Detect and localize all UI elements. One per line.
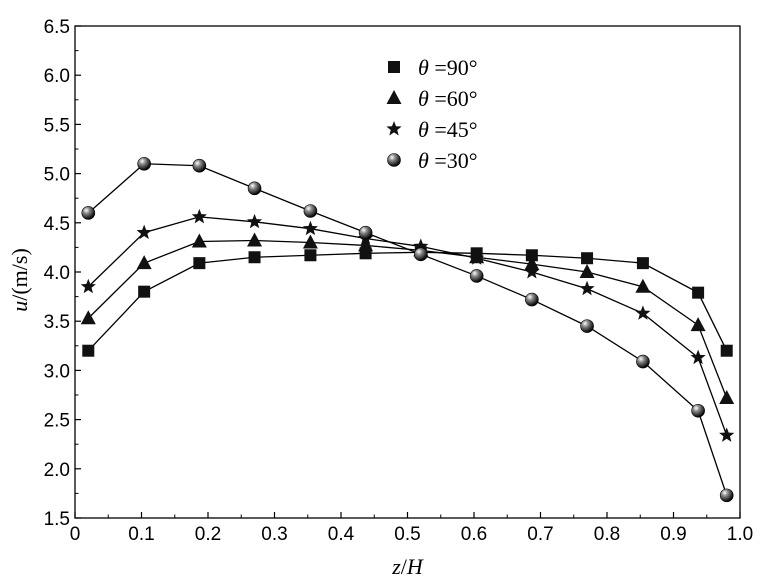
data-point-triangle [191,233,207,248]
legend-marker-triangle [386,90,402,104]
y-tick-label: 1.5 [44,509,70,530]
data-point-sphere [636,354,650,369]
y-tick-label: 6.0 [44,66,70,87]
y-axis-label: u/(m/s) [7,248,32,312]
data-point-square [525,249,538,262]
data-point-star [246,213,263,229]
legend-entry-label: θ =45° [418,117,478,142]
y-tick-label: 5.0 [44,165,70,186]
data-point-sphere [469,269,484,283]
data-point-sphere [719,488,734,503]
data-point-sphere [691,403,705,418]
legend-entry-label: θ =90° [418,55,478,80]
data-point-sphere [192,158,207,173]
data-point-sphere [358,225,373,240]
data-point-triangle [524,256,540,271]
x-axis-label: z/H [391,554,424,579]
x-tick-label: 0.5 [394,524,420,545]
data-point-star [524,264,540,279]
y-tick-label: 2.5 [44,411,70,432]
data-point-sphere [137,156,151,171]
x-tick-label: 1.0 [727,524,753,545]
series-line-triangle [87,239,728,399]
legend-entry-label: θ =30° [418,148,478,173]
series-lines [87,163,728,496]
axes: 0 0.1 0.2 0.3 0.4 0.5 0.6 0.7 0.8 0.9 1.0 1.5 2.0 2.5… [7,17,753,579]
legend-marker-sphere [387,153,401,167]
data-point-triangle [247,232,263,247]
plot-frame [74,25,741,519]
series-line-square [87,251,728,352]
data-point-triangle [579,264,595,278]
legend-entry-label: θ =60° [418,86,478,111]
data-point-triangle [690,317,706,332]
x-tick-label: 0.4 [328,524,355,545]
data-point-triangle [136,255,152,270]
x-tick-label: 0.2 [195,524,221,545]
data-point-star [413,238,429,253]
data-point-star [80,278,96,294]
y-tick-label: 3.0 [44,361,70,382]
data-point-square [304,249,317,262]
data-point-square [692,286,705,299]
data-point-sphere [247,181,262,196]
data-point-sphere [81,206,96,220]
data-point-sphere [413,247,428,262]
y-tick-label: 4.5 [44,214,70,235]
data-point-sphere [303,204,318,218]
x-tick-label: 0 [70,524,81,545]
data-point-triangle [80,310,96,325]
data-point-square [636,257,649,270]
data-point-square [581,252,594,265]
data-point-square [82,344,95,357]
data-point-square [193,257,206,270]
y-tick-label: 3.5 [44,312,70,333]
data-point-triangle [302,234,318,249]
data-point-star [690,349,706,365]
data-point-triangle [719,389,735,404]
data-point-star [635,305,651,320]
data-point-sphere [580,319,594,333]
legend-marker-star [386,121,402,136]
data-point-star [191,208,207,224]
y-tick-label: 2.0 [44,460,70,481]
legend: θ =90° θ =60° θ =45° θ =30° [386,55,478,173]
legend-marker-square [388,61,400,73]
data-point-star [719,427,735,442]
x-tick-label: 0.9 [660,524,686,545]
data-point-star [302,220,319,236]
data-point-star [579,280,595,296]
series-markers [80,156,735,503]
data-point-square [720,344,733,357]
series-line-sphere [87,163,728,496]
x-tick-label: 0.3 [261,524,287,545]
data-point-star [136,224,152,240]
y-tick-label: 6.5 [44,17,70,38]
data-point-square [138,285,151,298]
y-tick-label: 5.5 [44,115,70,136]
data-point-triangle [358,237,374,252]
y-tick-label: 4.0 [44,263,70,284]
x-tick-label: 0.6 [461,524,487,545]
data-point-triangle [635,278,651,293]
data-point-sphere [525,292,539,307]
data-point-star [469,250,485,265]
x-tick-label: 0.7 [527,524,553,545]
data-point-square [248,251,261,264]
x-tick-label: 0.1 [128,524,154,545]
x-tick-label: 0.8 [594,524,620,545]
